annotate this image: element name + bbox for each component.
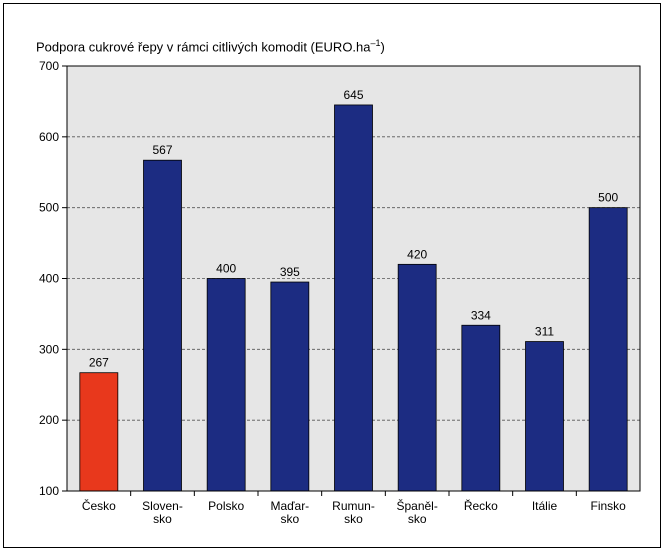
- x-category-label: sko: [408, 512, 427, 526]
- plot-border: [66, 65, 641, 492]
- chart-title-superscript: –1: [370, 38, 381, 48]
- y-tick-label: 300: [39, 342, 59, 356]
- data-label: 567: [152, 143, 172, 157]
- data-label: 334: [471, 308, 491, 322]
- y-tick-label: 500: [39, 201, 59, 215]
- x-category-label: Řecko: [464, 498, 498, 513]
- y-tick-label: 200: [39, 413, 59, 427]
- y-tick-label: 700: [39, 59, 59, 73]
- x-category-label: Česko: [82, 498, 116, 513]
- data-label: 420: [407, 247, 427, 261]
- y-tick-label: 400: [39, 272, 59, 286]
- x-category-label: Španěl-: [396, 498, 437, 513]
- x-category-label: sko: [344, 512, 363, 526]
- y-tick-label: 100: [39, 484, 59, 498]
- bar: [461, 324, 501, 492]
- x-category-label: Maďar-: [270, 499, 309, 513]
- x-category-label: Polsko: [208, 499, 244, 513]
- y-tick-label: 600: [39, 130, 59, 144]
- x-category-label: Finsko: [590, 499, 626, 513]
- x-category-label: Rumun-: [332, 499, 375, 513]
- bar: [206, 278, 246, 492]
- bar: [270, 281, 310, 492]
- data-label: 645: [343, 88, 363, 102]
- x-category-label: Itálie: [532, 499, 558, 513]
- bar: [143, 159, 182, 492]
- data-label: 400: [216, 262, 236, 276]
- data-label: 395: [280, 265, 300, 279]
- chart-title: Podpora cukrové řepy v rámci citlivých k…: [36, 38, 385, 54]
- chart-title-end: ): [380, 39, 385, 55]
- bar: [588, 207, 628, 492]
- bar: [79, 372, 119, 492]
- data-label: 500: [598, 191, 618, 205]
- data-label: 267: [89, 356, 109, 370]
- bar: [334, 104, 373, 492]
- x-category-label: sko: [153, 512, 172, 526]
- chart-title-text: Podpora cukrové řepy v rámci citlivých k…: [36, 39, 371, 55]
- bar: [525, 341, 564, 492]
- x-category-label: sko: [280, 512, 299, 526]
- bar: [397, 263, 437, 492]
- x-category-label: Sloven-: [142, 499, 183, 513]
- data-label: 311: [535, 325, 554, 339]
